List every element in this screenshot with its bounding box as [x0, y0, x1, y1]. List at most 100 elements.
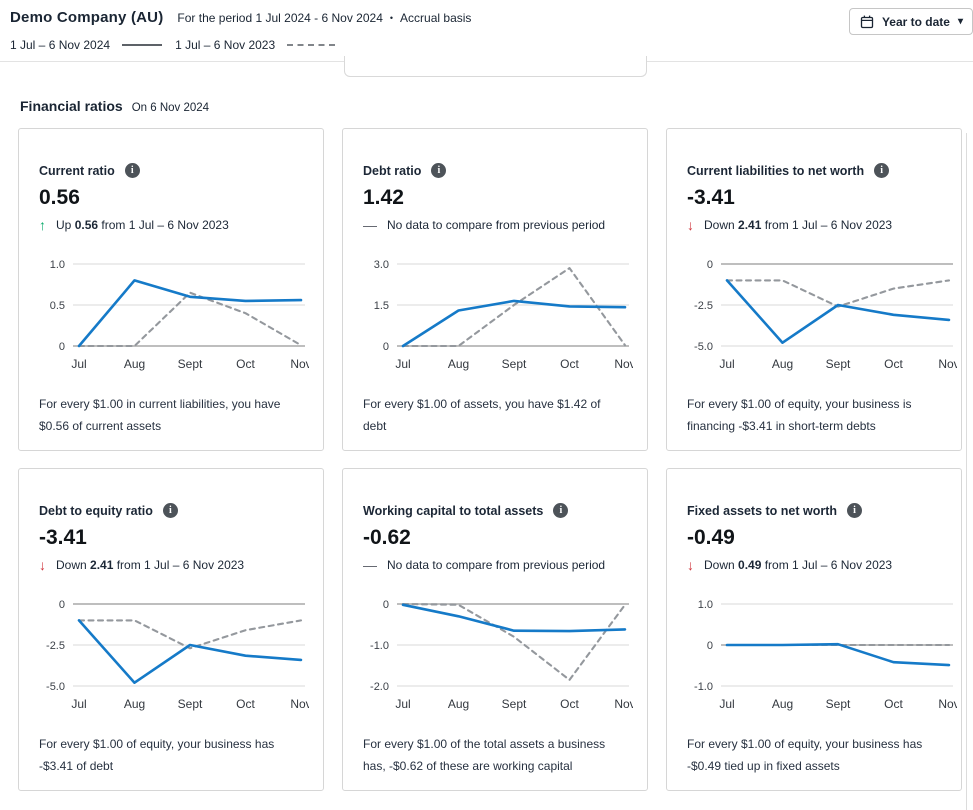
- series-2023-line: [77, 619, 303, 650]
- ratio-line-chart: 0 -2.5 -5.0 Jul Aug Sept Oct Nov: [694, 259, 960, 371]
- x-axis-label: Oct: [560, 357, 579, 371]
- ratio-line-chart: 3.0 1.5 0 Jul Aug Sept Oct Nov: [374, 259, 636, 371]
- trend-text: No data to compare from previous period: [387, 558, 606, 572]
- date-range-button[interactable]: Year to date ▾: [848, 8, 973, 35]
- x-axis-label: Aug: [772, 357, 793, 371]
- ratio-card: Debt ratio i 1.42 — No data to compare fr…: [342, 128, 648, 451]
- ratio-trend: — No data to compare from previous period: [363, 218, 627, 232]
- x-axis-label: Aug: [772, 697, 793, 711]
- ratio-card-title: Working capital to total assets: [363, 503, 544, 518]
- no-change-dash-icon: —: [363, 557, 377, 573]
- date-range-label: Year to date: [881, 14, 950, 29]
- ratio-chart-container: 0 -1.0 -2.0 Jul Aug Sept Oct Nov: [363, 596, 636, 719]
- ratio-value: 1.42: [363, 186, 404, 209]
- x-axis-label: Jul: [395, 357, 410, 371]
- y-axis-label: 0: [707, 259, 713, 271]
- y-axis-label: -1.0: [370, 640, 389, 652]
- report-period: For the period 1 Jul 2024 - 6 Nov 2024 • A…: [177, 11, 471, 25]
- ratio-description: For every $1.00 in current liabilities, …: [39, 397, 281, 433]
- x-axis-label: Oct: [560, 697, 579, 711]
- ratio-chart-container: 0 -2.5 -5.0 Jul Aug Sept Oct Nov: [687, 256, 960, 379]
- ratio-chart-container: 1.0 0.5 0 Jul Aug Sept Oct Nov: [39, 256, 312, 379]
- ratio-description: For every $1.00 of equity, your business…: [39, 737, 275, 773]
- arrow-down-icon: ↓: [687, 557, 694, 573]
- ratio-line-chart: 1.0 0.5 0 Jul Aug Sept Oct Nov: [50, 259, 312, 371]
- chevron-down-icon: ▾: [957, 16, 963, 27]
- ratio-trend: — No data to compare from previous period: [363, 558, 627, 572]
- ratio-trend: ↓ Down 0.49 from 1 Jul – 6 Nov 2023: [687, 558, 941, 572]
- x-axis-label: Jul: [395, 697, 410, 711]
- trend-text: Down 2.41 from 1 Jul – 6 Nov 2023: [704, 218, 893, 232]
- legend-label-2023: 1 Jul – 6 Nov 2023: [175, 38, 276, 52]
- x-axis-label: Sept: [502, 357, 527, 371]
- ratio-trend: ↓ Down 2.41 from 1 Jul – 6 Nov 2023: [39, 558, 303, 572]
- ratio-chart-container: 3.0 1.5 0 Jul Aug Sept Oct Nov: [363, 256, 636, 379]
- arrow-up-icon: ↑: [39, 217, 46, 233]
- ratio-cards-grid: Current ratio i 0.56 ↑ Up 0.56 from 1 Jul…: [18, 128, 962, 791]
- ratio-description: For every $1.00 of the total assets a bu…: [363, 737, 606, 773]
- ratio-card-title: Debt to equity ratio: [39, 503, 153, 518]
- x-axis-label: Sept: [826, 357, 851, 371]
- solid-line-swatch: [122, 44, 163, 46]
- arrow-down-icon: ↓: [687, 217, 694, 233]
- ratio-line-chart: 0 -1.0 -2.0 Jul Aug Sept Oct Nov: [370, 599, 636, 711]
- ratio-card-title: Fixed assets to net worth: [687, 503, 838, 518]
- period-text: For the period 1 Jul 2024 - 6 Nov 2024: [177, 11, 383, 25]
- x-axis-label: Nov: [938, 697, 957, 711]
- legend-item-2023: 1 Jul – 6 Nov 2023: [175, 38, 336, 52]
- x-axis-label: Jul: [71, 357, 86, 371]
- y-axis-label: -2.5: [694, 300, 713, 312]
- ratio-card: Debt to equity ratio i -3.41 ↓ Down 2.41 …: [18, 468, 324, 791]
- ratio-card: Working capital to total assets i -0.62 …: [342, 468, 648, 791]
- trend-text: Up 0.56 from 1 Jul – 6 Nov 2023: [56, 218, 229, 232]
- legend-item-2024: 1 Jul – 6 Nov 2024: [10, 38, 163, 52]
- x-axis-label: Sept: [178, 697, 203, 711]
- info-icon[interactable]: i: [553, 503, 569, 518]
- y-axis-label: 1.0: [698, 599, 713, 611]
- info-icon[interactable]: i: [431, 163, 447, 178]
- no-change-dash-icon: —: [363, 217, 377, 233]
- cropped-card-bottom: [344, 56, 647, 77]
- ratio-description: For every $1.00 of assets, you have $1.4…: [363, 397, 601, 433]
- x-axis-label: Nov: [938, 357, 957, 371]
- y-axis-label: -2.0: [370, 681, 389, 693]
- info-icon[interactable]: i: [847, 503, 863, 518]
- x-axis-label: Oct: [236, 697, 255, 711]
- arrow-down-icon: ↓: [39, 557, 46, 573]
- section-title: Financial ratios: [20, 98, 123, 114]
- financial-ratios-section-header: Financial ratios On 6 Nov 2024: [20, 98, 973, 114]
- y-axis-label: -2.5: [46, 640, 65, 652]
- trend-text: No data to compare from previous period: [387, 218, 606, 232]
- x-axis-label: Nov: [290, 697, 309, 711]
- series-2024-line: [77, 279, 303, 348]
- scrollbar-track[interactable]: [966, 133, 967, 810]
- y-axis-label: -5.0: [46, 681, 65, 693]
- x-axis-label: Jul: [719, 697, 734, 711]
- y-axis-label: 1.0: [50, 259, 65, 271]
- ratio-value: -3.41: [687, 186, 735, 209]
- y-axis-label: 0: [383, 341, 389, 353]
- separator-dot: •: [389, 13, 394, 23]
- info-icon[interactable]: i: [124, 163, 140, 178]
- info-icon[interactable]: i: [874, 163, 890, 178]
- ratio-trend: ↑ Up 0.56 from 1 Jul – 6 Nov 2023: [39, 218, 303, 232]
- trend-text: Down 0.49 from 1 Jul – 6 Nov 2023: [704, 558, 893, 572]
- ratio-card: Current ratio i 0.56 ↑ Up 0.56 from 1 Jul…: [18, 128, 324, 451]
- x-axis-label: Oct: [884, 697, 903, 711]
- ratio-chart-container: 0 -2.5 -5.0 Jul Aug Sept Oct Nov: [39, 596, 312, 719]
- series-2024-line: [401, 299, 627, 348]
- ratio-line-chart: 0 -2.5 -5.0 Jul Aug Sept Oct Nov: [46, 599, 312, 711]
- series-2023-line: [401, 267, 627, 348]
- info-icon[interactable]: i: [162, 503, 178, 518]
- ratio-card: Current liabilities to net worth i -3.41…: [666, 128, 962, 451]
- y-axis-label: 1.5: [374, 300, 389, 312]
- ratio-card-title: Debt ratio: [363, 163, 422, 178]
- x-axis-label: Sept: [178, 357, 203, 371]
- y-axis-label: 0: [383, 599, 389, 611]
- x-axis-label: Jul: [71, 697, 86, 711]
- chart-legend: 1 Jul – 6 Nov 2024 1 Jul – 6 Nov 2023: [0, 26, 973, 52]
- ratio-card: Fixed assets to net worth i -0.49 ↓ Down …: [666, 468, 962, 791]
- ratio-description: For every $1.00 of equity, your business…: [687, 737, 923, 773]
- series-2024-line: [725, 642, 951, 667]
- ratio-value: -0.62: [363, 526, 411, 549]
